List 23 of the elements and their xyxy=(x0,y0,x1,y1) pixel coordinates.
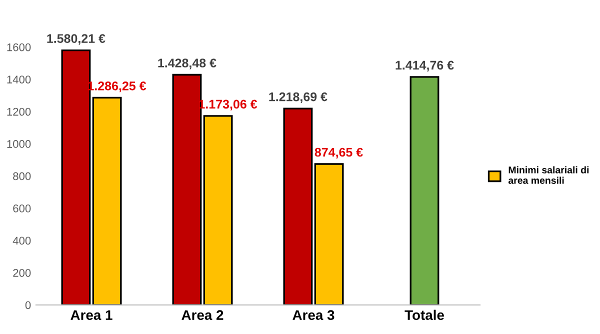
x-tick-label: Totale xyxy=(404,310,444,320)
bar xyxy=(314,163,344,305)
bar xyxy=(92,96,122,305)
data-label: 1.218,69 € xyxy=(269,92,328,104)
y-tick-label: 1400 xyxy=(7,76,31,84)
y-tick-label: 0 xyxy=(25,301,31,310)
x-tick-label: Area 3 xyxy=(292,310,334,320)
data-label: 1.580,21 € xyxy=(47,34,106,45)
y-tick-label: 400 xyxy=(12,236,31,245)
y-tick-label: 1200 xyxy=(7,108,31,116)
y-tick-label: 800 xyxy=(13,172,31,180)
legend-label: Minimi salariali di area mensili xyxy=(508,166,589,184)
data-label: 874,65 € xyxy=(314,148,363,158)
y-tick-label: 1600 xyxy=(7,43,31,52)
bar xyxy=(203,115,233,305)
x-tick-label: Area 2 xyxy=(182,310,224,320)
bar xyxy=(283,108,313,305)
data-label: 1.414,76 € xyxy=(396,60,454,72)
y-tick-label: 1000 xyxy=(7,140,31,148)
x-tick-label: Area 1 xyxy=(70,310,112,320)
y-tick-label: 600 xyxy=(13,204,31,212)
y-tick-label: 200 xyxy=(13,268,31,277)
data-label: 1.428,48 € xyxy=(158,58,216,70)
